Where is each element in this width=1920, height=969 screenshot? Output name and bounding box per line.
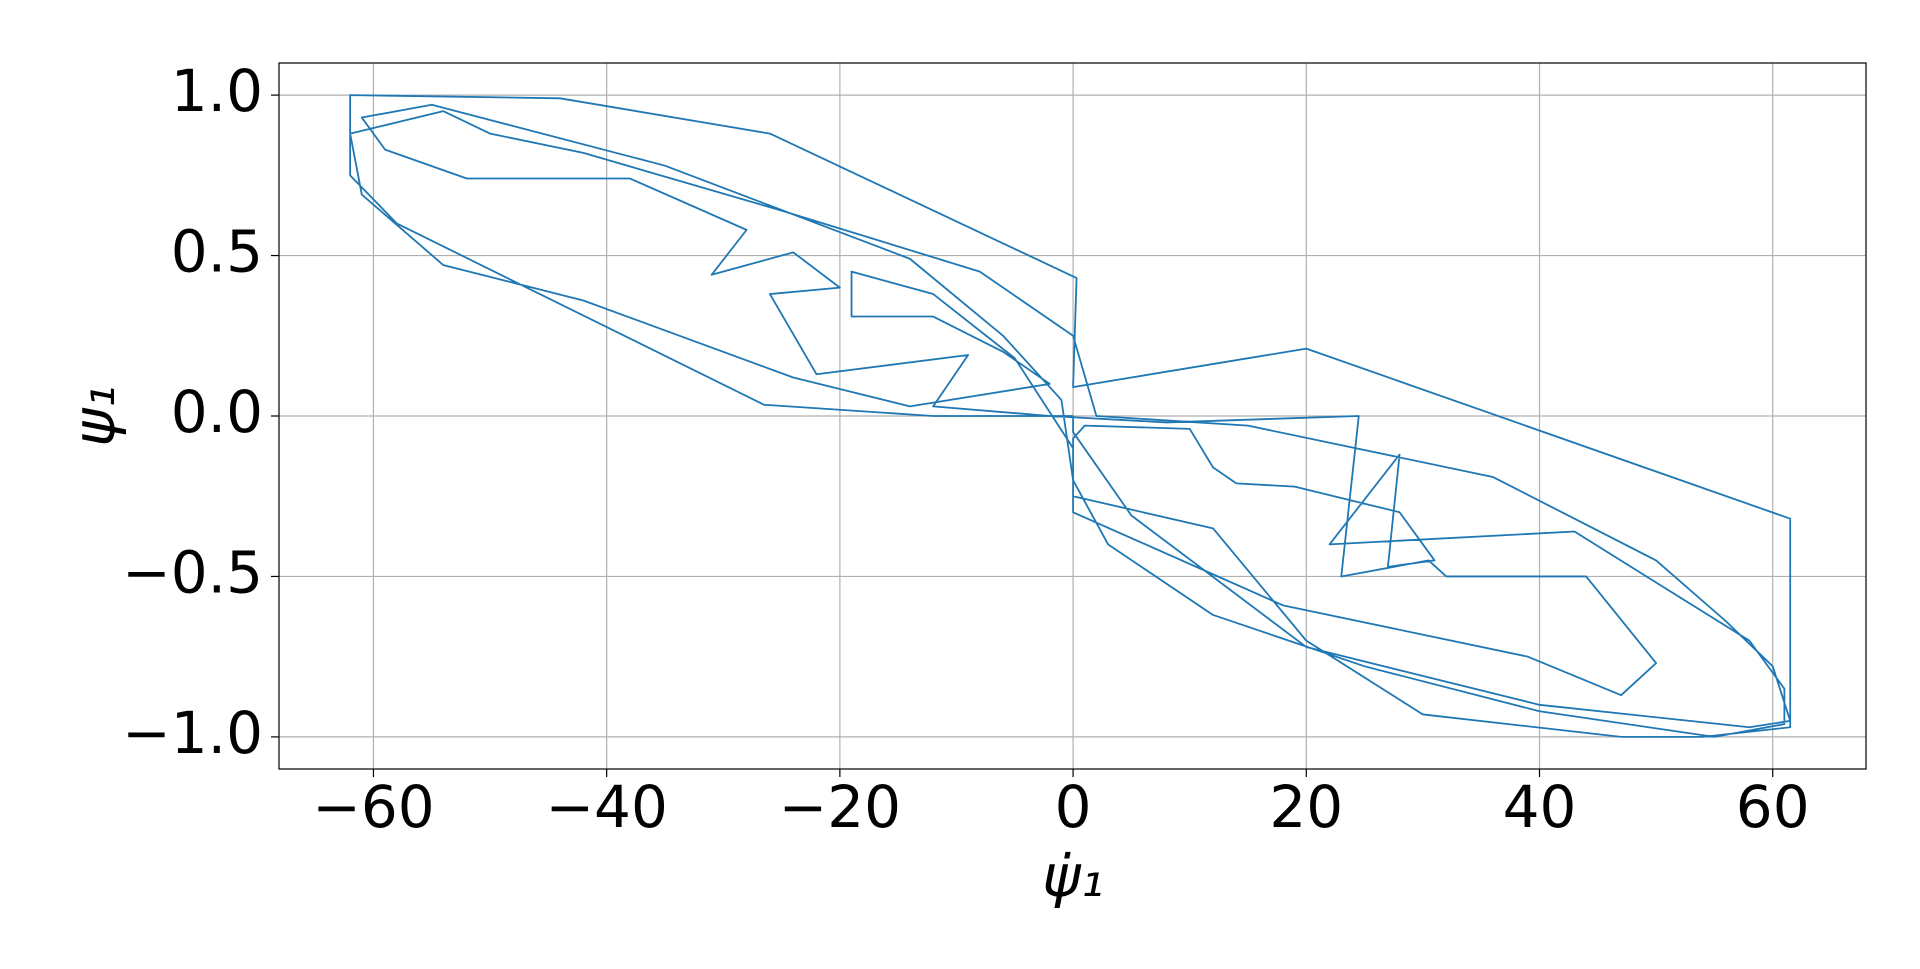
x-tick-label: 60: [1736, 773, 1810, 841]
data-line: [349, 94, 1792, 738]
y-tick-label: 0.5: [171, 218, 263, 286]
y-tick-label: −0.5: [122, 539, 263, 607]
x-tick-label: −40: [545, 773, 667, 841]
y-tick-label: 0.0: [171, 378, 263, 446]
plot-frame: [278, 62, 1867, 770]
x-tick-label: 0: [1055, 773, 1092, 841]
x-tick-label: −60: [312, 773, 434, 841]
x-tick-label: −20: [779, 773, 901, 841]
y-axis-label: ψ₁: [60, 385, 128, 447]
x-tick-label: 20: [1269, 773, 1343, 841]
y-tick-label: 1.0: [171, 57, 263, 125]
x-tick-label: 40: [1503, 773, 1577, 841]
y-tick-label: −1.0: [122, 699, 263, 767]
x-axis-label: ψ̇₁: [1042, 842, 1104, 910]
